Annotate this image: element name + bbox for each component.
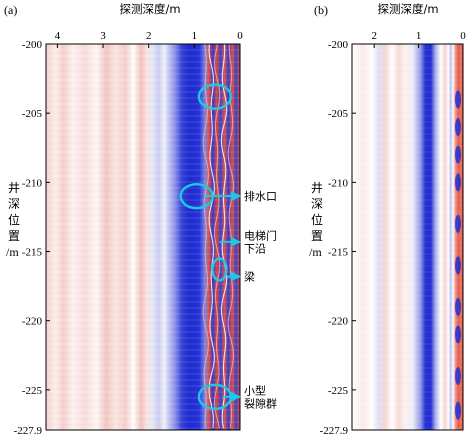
y-tick-label: -225 (328, 385, 349, 397)
y-label-char-2: 深 (311, 197, 323, 211)
y-label-char-4: 置 (311, 229, 323, 243)
trace-line (220, 43, 228, 429)
reflection-blob (455, 256, 461, 275)
panel-a-trace-lines (202, 43, 235, 429)
y-label-char-1: 井 (311, 181, 323, 195)
anomaly-circle (197, 83, 233, 110)
y-tick-label: -215 (22, 247, 43, 259)
y-tick-label: -205 (328, 108, 349, 120)
y-tick-label: -200 (328, 39, 349, 51)
x-tick-label: 1 (192, 30, 198, 42)
annotation-label-elevator: 下沿 (244, 242, 266, 255)
y-label-char-3: 位 (311, 212, 323, 227)
anomaly-circle (211, 257, 228, 282)
y-tick-label: -220 (328, 316, 349, 328)
x-tick-label: 0 (460, 30, 466, 42)
y-label-char-3: 位 (8, 212, 20, 227)
y-tick-label: -215 (328, 247, 349, 259)
annotation-label-drain: 排水口 (244, 189, 277, 203)
y-label-char-2: 深 (8, 197, 20, 211)
reflection-blob (455, 90, 461, 109)
x-tick-label: 2 (371, 30, 377, 42)
panel-b-x-axis-title: 探测深度/m (377, 2, 438, 16)
x-tick-label: 3 (100, 30, 106, 42)
trace-line (227, 43, 235, 429)
panel-b-surface-reflections (455, 90, 461, 420)
y-tick-label: -225 (22, 385, 43, 397)
panel-a-x-axis-title: 探测深度/m (119, 2, 180, 16)
panel-b-y-ticks: -200 -205 -210 -215 -220 -225 -227.9 (320, 39, 356, 437)
panel-a-x-ticks: 4 3 2 1 0 (55, 30, 243, 48)
panel-b-y-axis-title: 井 深 位 置 /m (309, 181, 323, 259)
x-tick-label: 4 (55, 30, 61, 42)
y-tick-label: -220 (22, 316, 43, 328)
reflection-blob (455, 214, 461, 233)
y-tick-label: -227.9 (320, 425, 349, 437)
reflection-blob (455, 367, 461, 386)
reflection-blob (455, 401, 461, 420)
panel-a-y-ticks: -200 -205 -210 -215 -220 -225 -227.9 (14, 39, 50, 437)
y-tick-label: -200 (22, 39, 43, 51)
reflection-blob (455, 145, 461, 164)
y-label-char-1: 井 (8, 181, 20, 195)
y-tick-label: -210 (328, 177, 349, 189)
trace-line (208, 43, 215, 429)
trace-line (202, 43, 209, 429)
panel-b-label: (b) (314, 3, 328, 17)
panel-a-y-axis-title: 井 深 位 置 /m (6, 181, 20, 259)
reflection-blob (455, 118, 461, 137)
annotation-label-beam: 梁 (244, 269, 255, 283)
annotation-label-elevator: 电梯门 (244, 228, 277, 242)
x-tick-label: 2 (146, 30, 152, 42)
x-tick-label: 0 (237, 30, 243, 42)
reflection-blob (455, 325, 461, 344)
annotation-label-cracks: 裂隙群 (244, 396, 277, 410)
y-label-char-5: /m (309, 245, 322, 259)
panel-b-x-ticks: 2 1 0 (371, 30, 466, 48)
x-tick-label: 1 (416, 30, 422, 42)
reflection-blob (455, 297, 461, 316)
y-tick-label: -227.9 (14, 425, 43, 437)
reflection-blob (455, 173, 461, 192)
panel-a-label: (a) (4, 3, 17, 17)
y-tick-label: -205 (22, 108, 43, 120)
y-tick-label: -210 (22, 177, 43, 189)
y-label-char-4: 置 (8, 229, 20, 243)
trace-line (213, 43, 221, 429)
y-label-char-5: /m (6, 245, 19, 259)
panel-b-image-texture (352, 44, 463, 430)
panel-b-frame (351, 43, 464, 431)
annotation-label-cracks: 小型 (244, 383, 266, 397)
panel-a: (a) 探测深度/m 4 3 2 1 0 -200 -205 -210 -215 -220 -22… (4, 2, 277, 437)
